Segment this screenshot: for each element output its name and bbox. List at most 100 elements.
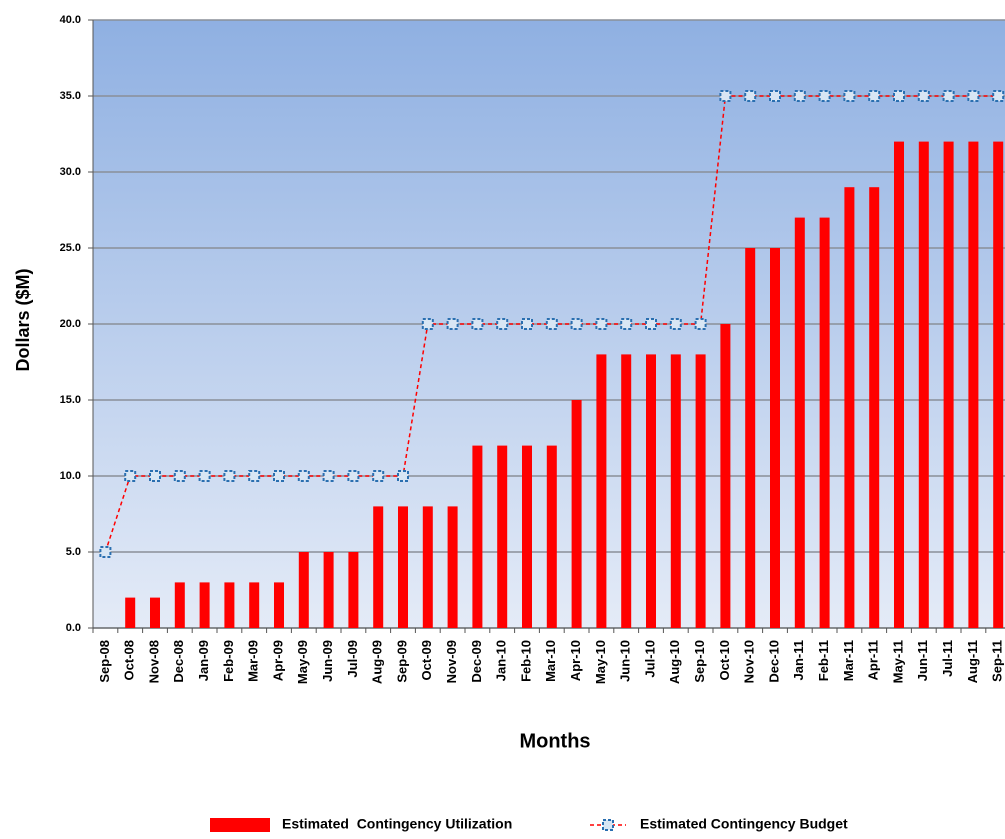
marker (124, 470, 137, 482)
bar (174, 582, 185, 628)
x-tick-label: Jan-11 (791, 640, 806, 680)
marker (322, 470, 335, 482)
marker (496, 318, 509, 330)
marker (719, 90, 732, 102)
bar (695, 354, 706, 628)
x-tick-label: Nov-10 (742, 640, 757, 683)
marker (421, 318, 434, 330)
x-tick-label: Jun-10 (618, 640, 633, 682)
y-tick-label: 30.0 (60, 166, 81, 178)
x-tick-label: Mar-10 (543, 640, 558, 682)
bar (546, 445, 557, 628)
bar (274, 582, 284, 628)
y-tick-label: 35.0 (60, 90, 81, 102)
marker (744, 90, 757, 102)
marker (173, 470, 186, 482)
marker (669, 318, 682, 330)
marker (793, 90, 806, 102)
y-axis-title: Dollars ($M) (13, 268, 33, 371)
marker (645, 318, 657, 330)
marker (843, 90, 856, 102)
bar (472, 445, 483, 628)
bar (497, 445, 508, 628)
bar (199, 582, 210, 628)
marker (99, 546, 112, 558)
marker (694, 318, 707, 330)
marker (967, 90, 980, 102)
bar (720, 324, 731, 628)
bar (422, 506, 433, 628)
x-tick-label: Jul-10 (642, 640, 657, 678)
bar (150, 597, 160, 628)
x-tick-label: Aug-11 (965, 640, 980, 683)
bar (844, 187, 855, 628)
x-tick-label: Aug-10 (667, 640, 682, 684)
x-tick-label: Jan-10 (494, 640, 509, 681)
marker (372, 470, 385, 482)
bar (398, 506, 408, 628)
bar (125, 597, 136, 628)
y-tick-label: 25.0 (60, 242, 81, 254)
x-tick-label: Nov-08 (146, 640, 161, 683)
marker (992, 90, 1005, 102)
x-tick-label: Oct-10 (717, 640, 732, 680)
bar (348, 552, 359, 628)
bar (968, 141, 979, 628)
marker (149, 470, 161, 482)
x-tick-label: Feb-10 (518, 640, 533, 682)
bar (670, 354, 681, 628)
x-tick-label: Oct-09 (419, 640, 434, 680)
marker (347, 470, 360, 482)
x-tick-label: Nov-09 (444, 640, 459, 683)
bar (770, 248, 780, 628)
marker (198, 470, 211, 482)
x-tick-label: Dec-09 (469, 640, 484, 683)
bar (596, 354, 607, 628)
marker (769, 90, 781, 102)
x-tick-label: Apr-10 (568, 640, 583, 681)
x-tick-label: Feb-09 (221, 640, 236, 682)
y-tick-label: 20.0 (60, 318, 81, 330)
x-tick-label: Mar-09 (246, 640, 261, 682)
marker (471, 318, 484, 330)
marker (248, 470, 261, 482)
x-tick-label: Sep-11 (990, 640, 1005, 682)
marker (818, 90, 831, 102)
x-tick-label: Jul-11 (940, 640, 955, 677)
marker (620, 318, 633, 330)
x-axis-title: Months (519, 730, 590, 752)
bar (447, 506, 458, 628)
marker (397, 470, 409, 482)
bar (993, 141, 1004, 628)
x-tick-label: Feb-11 (816, 640, 831, 681)
marker (273, 470, 285, 482)
x-tick-label: May-10 (593, 640, 608, 684)
x-tick-label: Dec-10 (766, 640, 781, 683)
bar (869, 187, 880, 628)
x-tick-label: May-09 (295, 640, 310, 684)
x-tick-label: Mar-11 (841, 640, 856, 681)
x-tick-label: Aug-09 (370, 640, 385, 684)
bar (894, 141, 904, 628)
marker (297, 470, 310, 482)
x-tick-label: Dec-08 (171, 640, 186, 683)
marker (917, 90, 930, 102)
legend-swatch (210, 818, 270, 832)
x-tick-label: Apr-11 (866, 640, 881, 680)
marker (868, 90, 881, 102)
bar (249, 582, 260, 628)
x-tick-label: Apr-09 (270, 640, 285, 681)
bar (745, 248, 756, 628)
marker (942, 90, 955, 102)
y-tick-label: 5.0 (66, 546, 81, 558)
x-tick-label: Jun-09 (320, 640, 335, 682)
bar (621, 354, 632, 628)
marker (595, 318, 608, 330)
bar (646, 354, 656, 628)
y-tick-label: 15.0 (60, 394, 81, 406)
legend-marker (602, 819, 614, 831)
x-tick-label: Jan-09 (196, 640, 211, 681)
marker (570, 318, 583, 330)
bar (943, 141, 954, 628)
